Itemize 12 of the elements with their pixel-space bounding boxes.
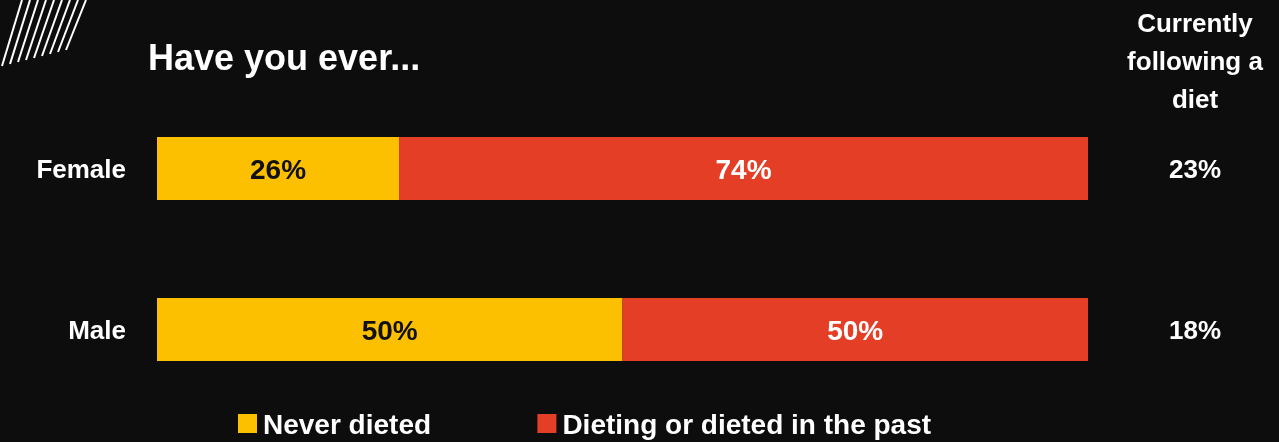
y-tick-label: Female	[36, 153, 126, 184]
data-label: 26%	[250, 153, 307, 185]
y-tick-label: Male	[68, 314, 126, 345]
chart-title: Have you ever...	[148, 36, 421, 78]
text: 18%	[1168, 314, 1222, 345]
data-label: 74%	[715, 153, 772, 185]
data-label: 50%	[361, 314, 418, 346]
text: Currently following a diet	[1127, 8, 1264, 114]
data-label: 50%	[827, 314, 884, 346]
text: 23%	[1168, 153, 1222, 184]
legend-label: Never dieted	[263, 409, 432, 441]
legend-label: Dieting or dieted in the past	[562, 409, 932, 441]
